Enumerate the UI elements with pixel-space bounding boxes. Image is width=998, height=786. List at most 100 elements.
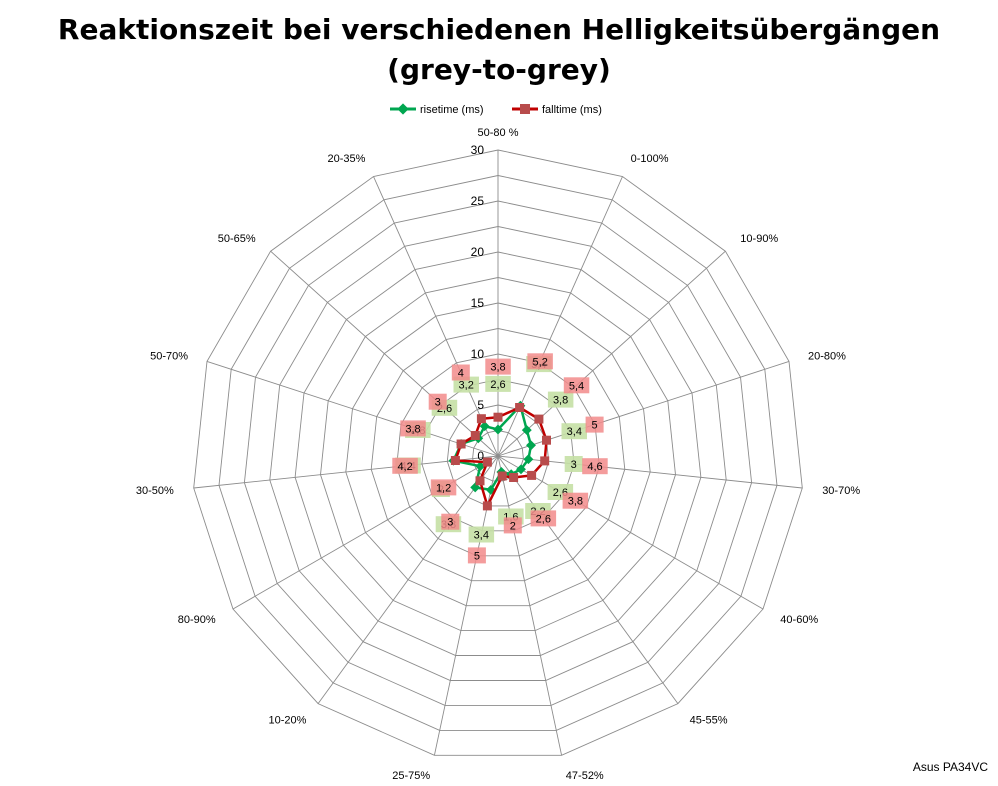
legend-item-risetime: risetime (ms) xyxy=(390,103,484,116)
chart-title-line-1: Reaktionszeit bei verschiedenen Helligke… xyxy=(57,13,941,46)
data-point-falltime xyxy=(542,435,551,445)
grid-spoke xyxy=(497,455,764,610)
radial-axis-ticks: 0 5 10 15 20 25 30 xyxy=(471,143,485,463)
data-point-falltime xyxy=(527,470,537,480)
data-label-bg xyxy=(467,547,486,564)
data-point-falltime xyxy=(493,412,503,422)
chart-title: Reaktionszeit bei verschiedenen Helligke… xyxy=(0,10,998,90)
category-label: 0-100% xyxy=(631,153,669,165)
data-label-bg xyxy=(400,420,426,437)
grid-ring xyxy=(396,353,600,557)
grid-spoke xyxy=(193,455,499,489)
data-label-falltime: 5,2 xyxy=(533,356,548,368)
data-label-bg xyxy=(468,526,495,543)
category-label: 25-75% xyxy=(392,770,430,782)
grid-spoke xyxy=(206,360,499,457)
data-label-bg xyxy=(503,517,522,534)
data-label-falltime: 4,2 xyxy=(397,461,412,473)
data-label-falltime: 4,6 xyxy=(587,461,602,473)
grid-spoke xyxy=(232,455,499,610)
grid-ring xyxy=(294,251,702,656)
category-label: 30-50% xyxy=(136,485,174,497)
category-label: 10-90% xyxy=(740,233,778,245)
data-label-falltime: 3,8 xyxy=(490,362,505,374)
legend-marker-risetime xyxy=(397,103,409,115)
category-label: 50-65% xyxy=(218,233,256,245)
tick-label: 5 xyxy=(477,398,484,412)
grid-ring xyxy=(472,430,524,482)
data-point-falltime xyxy=(476,414,486,424)
series-layer xyxy=(448,400,551,511)
data-point-risetime xyxy=(523,454,534,465)
data-label-bg xyxy=(563,377,590,394)
data-label-bg xyxy=(441,513,460,530)
data-point-falltime xyxy=(515,403,525,412)
category-labels: 50-80 % 0-100% 10-90% 20-80% 30-70% 40-60% 45-… xyxy=(136,127,860,782)
data-label-risetime: 3,4 xyxy=(567,426,582,438)
data-label-bg xyxy=(485,358,511,375)
data-point-falltime xyxy=(509,473,519,482)
data-point-risetime xyxy=(479,421,490,432)
data-point-falltime xyxy=(475,476,485,486)
watermark: Asus PA34VC xyxy=(912,760,988,774)
data-label-bg xyxy=(392,457,418,474)
data-label-bg xyxy=(527,353,553,370)
data-label-falltime: 5,4 xyxy=(569,380,584,392)
data-label-falltime: 3,8 xyxy=(405,423,420,435)
grid-spoke xyxy=(317,455,499,704)
tick-label: 20 xyxy=(471,245,485,259)
data-label-falltime: 5 xyxy=(474,550,480,562)
data-label-bg xyxy=(564,456,583,472)
series-line-falltime xyxy=(454,406,548,508)
data-point-risetime xyxy=(493,424,503,435)
data-label-risetime: 3,4 xyxy=(474,530,489,542)
tick-label: 10 xyxy=(471,347,485,361)
data-point-falltime xyxy=(456,439,466,449)
tick-label: 25 xyxy=(471,194,485,208)
legend-label-falltime: falltime (ms) xyxy=(542,104,602,116)
data-point-falltime xyxy=(450,456,460,465)
grid-ring xyxy=(370,328,626,582)
chart-title-line-2: (grey-to-grey) xyxy=(387,53,611,86)
data-label-falltime: 2,6 xyxy=(536,513,551,525)
category-label: 20-35% xyxy=(327,153,365,165)
data-label-falltime: 3 xyxy=(447,517,453,529)
data-point-risetime xyxy=(526,440,536,451)
grid-spoke xyxy=(497,455,679,704)
legend-label-risetime: risetime (ms) xyxy=(420,104,484,116)
data-point-falltime xyxy=(470,431,480,440)
data-label-bg xyxy=(428,393,447,410)
data-point-falltime xyxy=(497,471,507,481)
category-label: 80-90% xyxy=(178,614,216,626)
data-label-bg xyxy=(562,492,589,509)
data-point-falltime xyxy=(482,501,492,511)
data-label-bg xyxy=(451,364,470,381)
category-label: 47-52% xyxy=(566,770,604,782)
data-label-falltime: 5 xyxy=(592,420,598,432)
grid-ring xyxy=(421,379,575,532)
data-label-falltime: 4 xyxy=(458,368,464,380)
data-label-bg xyxy=(485,375,511,392)
grid-ring xyxy=(320,277,676,632)
data-point-risetime xyxy=(516,464,526,475)
data-label-risetime: 3,8 xyxy=(553,395,568,407)
grid-ring xyxy=(243,200,753,706)
category-label: 50-70% xyxy=(150,350,188,362)
category-label: 45-55% xyxy=(690,715,728,727)
legend: risetime (ms) falltime (ms) xyxy=(390,103,602,116)
data-point-falltime xyxy=(482,457,492,467)
data-label-falltime: 2 xyxy=(510,520,516,532)
grid-spoke xyxy=(373,176,499,457)
data-label-bg xyxy=(585,416,604,433)
legend-marker-falltime xyxy=(520,104,530,114)
category-label: 10-20% xyxy=(268,715,306,727)
data-label-bg xyxy=(547,391,574,408)
grid-ring xyxy=(345,302,651,607)
data-label-bg xyxy=(430,479,457,496)
tick-label: 0 xyxy=(477,449,484,463)
data-label-falltime: 3 xyxy=(435,397,441,409)
legend-item-falltime: falltime (ms) xyxy=(512,104,602,116)
data-label-bg xyxy=(582,458,608,475)
data-label-falltime: 1,2 xyxy=(436,482,451,494)
